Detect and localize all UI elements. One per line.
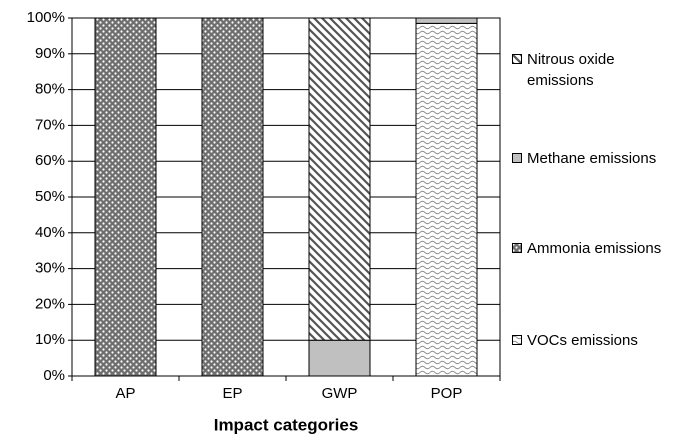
x-tick-label: EP [222, 385, 242, 402]
legend-item: Ammonia emissions [512, 238, 662, 259]
x-tick-label: POP [431, 385, 463, 402]
legend-label: Ammonia emissions [527, 240, 662, 257]
legend-swatch [512, 54, 522, 64]
bar-segment [415, 17, 478, 24]
bar-segment [415, 22, 478, 377]
y-tick-label: 70% [35, 116, 65, 133]
plot-border [71, 17, 501, 377]
bar-segment [201, 17, 264, 377]
y-tick-label: 30% [35, 260, 65, 277]
y-tick-label: 60% [35, 152, 65, 169]
y-tick-label: 100% [27, 9, 65, 26]
legend-item: Methane emissions [512, 148, 662, 169]
legend-label: VOCs emissions [527, 332, 638, 349]
y-tick-label: 90% [35, 45, 65, 62]
legend-swatch-box [512, 54, 522, 64]
bar-segment [308, 339, 371, 377]
x-tick-label: AP [115, 385, 135, 402]
legend-label: Nitrous oxide emissions [527, 51, 615, 89]
y-tick-label: 10% [35, 331, 65, 348]
y-tick-label: 80% [35, 81, 65, 98]
legend-swatch [512, 243, 522, 253]
bar-segment [94, 17, 157, 377]
bar-segment [308, 17, 371, 341]
legend-item: Nitrous oxide emissions [512, 49, 662, 91]
x-tick-label: GWP [322, 385, 358, 402]
legend-label: Methane emissions [527, 150, 657, 167]
y-tick-label: 50% [35, 188, 65, 205]
legend-swatch-box [512, 335, 522, 345]
y-tick-label: 0% [43, 367, 65, 384]
legend-item: VOCs emissions [512, 330, 662, 351]
legend-swatch [512, 153, 522, 163]
y-tick-label: 40% [35, 224, 65, 241]
legend-swatch [512, 335, 522, 345]
legend-swatch-box [512, 243, 522, 253]
y-tick-label: 20% [35, 295, 65, 312]
x-axis-label: Impact categories [214, 415, 359, 434]
legend-swatch-box [512, 153, 522, 163]
